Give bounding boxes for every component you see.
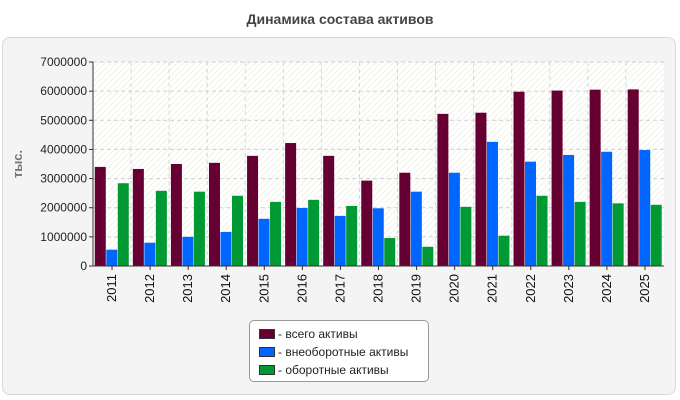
bar <box>258 218 270 266</box>
bar <box>323 155 335 266</box>
x-tick-label: 2018 <box>371 274 386 303</box>
bar <box>486 141 498 266</box>
x-tick-label: 2022 <box>523 274 538 303</box>
bar <box>144 242 156 266</box>
x-tick-label: 2013 <box>180 274 195 303</box>
bar <box>270 201 282 266</box>
legend-swatch-current <box>259 365 275 375</box>
bar <box>208 162 220 266</box>
bar <box>170 164 182 266</box>
x-tick-label: 2017 <box>332 274 347 303</box>
bar <box>346 205 358 266</box>
y-tick-label: 7000000 <box>40 55 87 69</box>
legend-label-current: - оборотные активы <box>278 363 389 377</box>
bar <box>525 161 537 266</box>
bar <box>498 235 510 266</box>
x-tick-label: 2011 <box>104 274 119 302</box>
bar <box>422 246 434 266</box>
x-tick-label: 2021 <box>485 274 500 303</box>
bar <box>627 89 639 266</box>
y-tick-label: 0 <box>80 259 87 273</box>
bar <box>193 191 205 266</box>
bar <box>589 89 601 266</box>
x-tick-label: 2014 <box>218 274 233 303</box>
bar <box>308 199 320 266</box>
y-tick-label: 2000000 <box>40 201 87 215</box>
y-tick-label: 3000000 <box>40 172 87 186</box>
x-tick-label: 2023 <box>561 274 576 303</box>
bar <box>132 168 144 266</box>
legend-label-noncurrent: - внеоборотные активы <box>278 345 409 359</box>
x-tick-label: 2020 <box>447 274 462 303</box>
bar <box>384 238 396 266</box>
bar <box>601 151 613 266</box>
legend-swatch-noncurrent <box>259 347 275 357</box>
bar <box>334 215 346 266</box>
bar <box>437 113 449 266</box>
x-tick-label: 2016 <box>294 274 309 303</box>
y-tick-label: 6000000 <box>40 84 87 98</box>
x-tick-label: 2012 <box>142 274 157 303</box>
bar <box>639 150 651 266</box>
legend: - всего активы - внеоборотные активы - о… <box>249 320 429 382</box>
bar <box>106 249 118 266</box>
y-axis-title: тыс. <box>10 150 25 178</box>
bar <box>372 208 384 266</box>
bar <box>361 180 373 266</box>
legend-item-total: - всего активы <box>259 325 428 343</box>
bar <box>399 172 411 266</box>
y-tick-label: 4000000 <box>40 142 87 156</box>
bar <box>285 143 297 266</box>
bar <box>247 155 259 266</box>
bar <box>574 201 586 266</box>
bar <box>551 90 563 266</box>
bar <box>94 166 106 266</box>
bar <box>563 154 575 266</box>
bar <box>460 206 472 266</box>
bar <box>296 208 308 266</box>
bar <box>513 91 525 267</box>
legend-item-noncurrent: - внеоборотные активы <box>259 343 428 361</box>
y-tick-label: 1000000 <box>40 230 87 244</box>
x-tick-label: 2025 <box>637 274 652 303</box>
chart-title: Динамика состава активов <box>246 11 434 27</box>
legend-swatch-total <box>259 329 275 339</box>
legend-label-total: - всего активы <box>278 327 358 341</box>
bar <box>410 191 422 266</box>
bar <box>612 203 624 266</box>
bar <box>182 236 194 266</box>
bar <box>117 183 129 266</box>
legend-item-current: - оборотные активы <box>259 361 428 379</box>
bar <box>231 195 243 266</box>
x-tick-label: 2019 <box>409 274 424 303</box>
bar <box>650 204 662 266</box>
bar <box>536 195 548 266</box>
x-tick-label: 2015 <box>256 274 271 303</box>
bar <box>220 231 232 266</box>
bar <box>475 112 487 266</box>
y-tick-label: 5000000 <box>40 113 87 127</box>
x-tick-label: 2024 <box>599 274 614 303</box>
bar <box>155 190 167 266</box>
bar <box>448 172 460 266</box>
